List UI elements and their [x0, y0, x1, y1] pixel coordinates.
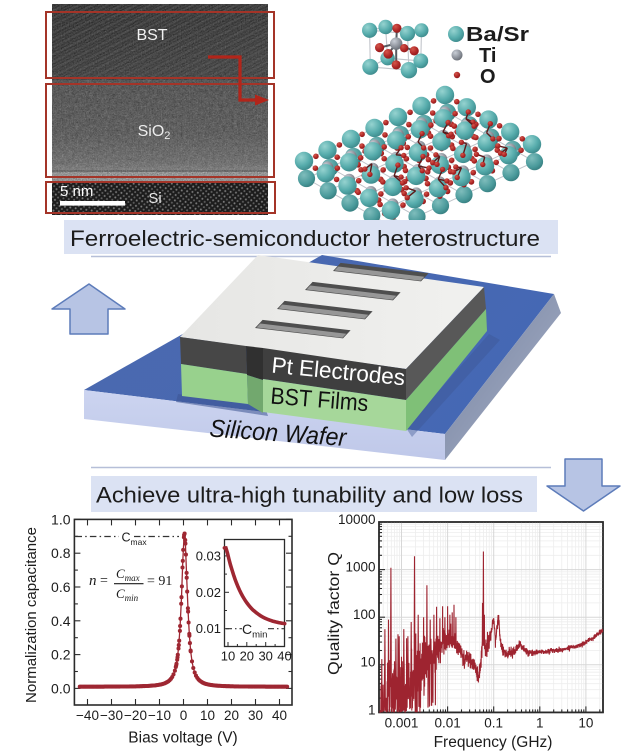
svg-text:−30: −30 [100, 708, 123, 723]
svg-text:40: 40 [272, 708, 287, 723]
svg-text:20: 20 [240, 649, 254, 664]
svg-text:0.01: 0.01 [434, 716, 460, 731]
svg-text:10: 10 [200, 708, 215, 723]
svg-text:0.0: 0.0 [51, 680, 71, 696]
svg-text:Frequency (GHz): Frequency (GHz) [434, 734, 553, 751]
svg-text:Ti: Ti [479, 45, 496, 67]
svg-text:0.1: 0.1 [484, 716, 503, 731]
svg-text:30: 30 [258, 649, 272, 664]
svg-text:0.01: 0.01 [196, 621, 221, 636]
svg-text:1: 1 [368, 702, 376, 717]
svg-text:1: 1 [536, 716, 544, 731]
svg-text:BST: BST [136, 27, 167, 44]
svg-text:40: 40 [277, 649, 291, 664]
svg-text:0: 0 [180, 708, 188, 723]
svg-text:−40: −40 [76, 708, 99, 723]
svg-text:0.03: 0.03 [196, 548, 221, 563]
svg-text:O: O [480, 66, 496, 88]
svg-text:Ferroelectric-semiconductor he: Ferroelectric-semiconductor heterostruct… [70, 226, 540, 251]
svg-text:SiO2: SiO2 [138, 123, 171, 142]
svg-text:Ba/Sr: Ba/Sr [466, 24, 529, 46]
svg-text:n: n [89, 573, 97, 589]
svg-text:1000: 1000 [345, 560, 375, 575]
svg-text:10000: 10000 [338, 512, 376, 527]
svg-text:Achieve ultra-high tunability: Achieve ultra-high tunability and low lo… [96, 483, 523, 508]
svg-text:30: 30 [248, 708, 263, 723]
svg-text:10: 10 [578, 716, 593, 731]
svg-text:0.02: 0.02 [196, 585, 221, 600]
svg-text:Quality factor Q: Quality factor Q [326, 552, 343, 675]
svg-text:Si: Si [148, 190, 161, 207]
svg-text:10: 10 [360, 655, 375, 670]
svg-text:10: 10 [221, 649, 235, 664]
svg-text:1.0: 1.0 [51, 511, 71, 527]
svg-text:0.2: 0.2 [51, 647, 71, 663]
svg-text:−10: −10 [148, 708, 171, 723]
svg-text:20: 20 [224, 708, 239, 723]
svg-text:= 91: = 91 [147, 574, 172, 589]
svg-text:Bias voltage (V): Bias voltage (V) [128, 730, 237, 747]
svg-text:5 nm: 5 nm [60, 183, 93, 200]
svg-text:0.8: 0.8 [51, 545, 71, 561]
svg-text:0.001: 0.001 [385, 716, 419, 731]
svg-text:Normalization capacitance: Normalization capacitance [23, 527, 40, 703]
svg-text:100: 100 [353, 607, 376, 622]
svg-text:−20: −20 [124, 708, 147, 723]
svg-text:0.4: 0.4 [51, 613, 71, 629]
svg-text:=: = [100, 574, 108, 589]
svg-text:0.6: 0.6 [51, 579, 71, 595]
